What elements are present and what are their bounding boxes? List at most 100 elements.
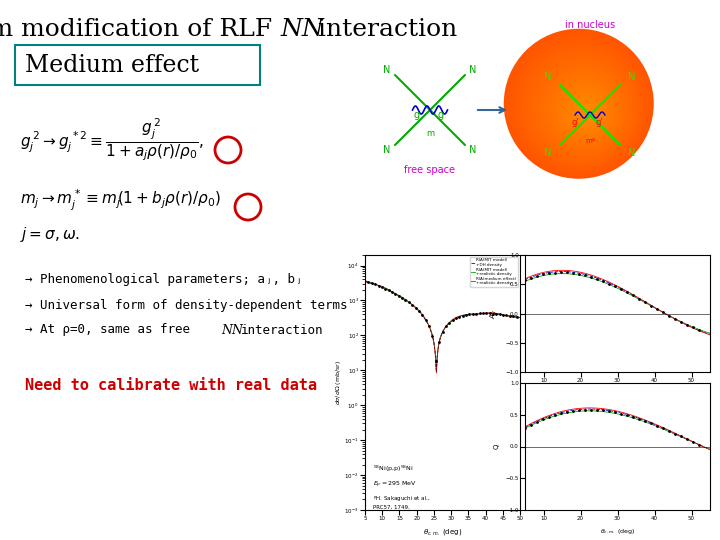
Circle shape (536, 62, 629, 154)
RIA(medium effect)
+realistic density (459, 312, 467, 319)
Text: N: N (629, 148, 636, 158)
Circle shape (552, 76, 618, 144)
Bar (15, 45, 260, 85)
Text: → Phenomenological parameters; aⱼ, bⱼ: → Phenomenological parameters; aⱼ, bⱼ (25, 273, 302, 287)
RIA(MIT model)
+DH density (473, 310, 482, 317)
Text: NN: NN (221, 323, 243, 336)
Circle shape (560, 85, 612, 137)
Text: $^{58}$Ni(p,p)$^{58}$Ni: $^{58}$Ni(p,p)$^{58}$Ni (373, 464, 413, 475)
RIA(medium effect)
+realistic density (432, 370, 441, 376)
RIA(medium effect)
+realistic density (422, 318, 431, 324)
Circle shape (513, 38, 647, 172)
RIA(MIT model)
+realistic density (474, 310, 482, 317)
Text: N: N (383, 145, 391, 155)
Line: RIA(medium effect)
+realistic density: RIA(medium effect) +realistic density (365, 282, 520, 373)
Circle shape (534, 58, 631, 157)
RIA(MIT model)
+realistic density (361, 278, 369, 284)
Text: interaction: interaction (310, 18, 457, 42)
Circle shape (539, 64, 627, 152)
Circle shape (575, 100, 601, 126)
Line: RIA(MIT model)
+realistic density: RIA(MIT model) +realistic density (365, 281, 520, 372)
Circle shape (525, 50, 639, 164)
Text: interaction: interaction (241, 323, 323, 336)
RIA(MIT model)
+DH density (459, 312, 467, 319)
RIA(MIT model)
+realistic density (516, 314, 524, 321)
Legend: RIA(MIT model)
+DH density, RIA(MIT model)
+realistic density, RIA(medium effect: RIA(MIT model) +DH density, RIA(MIT mode… (469, 257, 518, 287)
Text: N: N (469, 65, 477, 75)
Circle shape (545, 70, 623, 148)
Text: g: g (438, 110, 444, 120)
RIA(MIT model)
+DH density (422, 318, 431, 325)
Circle shape (570, 94, 606, 130)
RIA(medium effect)
+realistic density (473, 311, 482, 318)
RIA(medium effect)
+realistic density (361, 279, 369, 285)
Circle shape (572, 97, 603, 128)
RIA(MIT model)
+DH density (474, 310, 482, 317)
RIA(MIT model)
+realistic density (379, 285, 388, 292)
RIA(medium effect)
+realistic density (411, 304, 420, 310)
Circle shape (557, 82, 614, 139)
X-axis label: $\theta_{c.m.}$ (deg): $\theta_{c.m.}$ (deg) (600, 389, 635, 398)
Text: in nucleus: in nucleus (565, 20, 615, 30)
RIA(MIT model)
+realistic density (459, 312, 467, 319)
Text: $E_p=295$ MeV: $E_p=295$ MeV (373, 480, 417, 490)
Text: → At ρ=0, same as free: → At ρ=0, same as free (25, 323, 197, 336)
Circle shape (587, 112, 592, 117)
Text: N: N (469, 145, 477, 155)
Circle shape (531, 56, 634, 159)
Text: → Universal form of density-dependent terms: → Universal form of density-dependent te… (25, 299, 348, 312)
Y-axis label: $A_y$: $A_y$ (488, 308, 500, 319)
Circle shape (581, 106, 597, 122)
Text: Medium effect: Medium effect (25, 53, 199, 77)
RIA(medium effect)
+realistic density (474, 311, 482, 318)
RIA(MIT model)
+DH density (361, 278, 369, 285)
X-axis label: $\theta_{c.m.}$ (deg): $\theta_{c.m.}$ (deg) (600, 527, 635, 536)
Circle shape (516, 40, 645, 170)
RIA(MIT model)
+realistic density (473, 310, 482, 317)
RIA(MIT model)
+realistic density (422, 318, 431, 324)
Circle shape (504, 29, 654, 179)
Text: g': g' (596, 118, 603, 127)
Circle shape (528, 52, 636, 161)
Circle shape (542, 68, 625, 150)
RIA(MIT model)
+realistic density (432, 369, 441, 375)
Text: NN: NN (280, 18, 324, 42)
Text: N: N (383, 65, 391, 75)
Text: free space: free space (405, 165, 456, 175)
Circle shape (578, 103, 599, 124)
Circle shape (510, 35, 649, 174)
RIA(MIT model)
+DH density (379, 284, 388, 291)
Y-axis label: $d\sigma/d\Omega$ (mb/sr): $d\sigma/d\Omega$ (mb/sr) (334, 360, 343, 405)
RIA(medium effect)
+realistic density (516, 314, 524, 321)
Circle shape (521, 46, 641, 166)
RIA(MIT model)
+DH density (411, 305, 420, 311)
Text: $j = \sigma, \omega.$: $j = \sigma, \omega.$ (20, 226, 80, 245)
Text: g: g (414, 110, 420, 120)
Circle shape (566, 91, 608, 133)
Text: N: N (544, 72, 552, 82)
Circle shape (563, 88, 610, 135)
RIA(medium effect)
+realistic density (379, 284, 388, 291)
Text: Need to calibrate with real data: Need to calibrate with real data (25, 377, 317, 393)
Text: m*: m* (585, 138, 595, 144)
RIA(MIT model)
+realistic density (411, 305, 420, 312)
Text: $m_j \rightarrow m_j^* \equiv m_j\!\left(1+b_j\rho(r)/\rho_0\right)$: $m_j \rightarrow m_j^* \equiv m_j\!\left… (20, 187, 221, 213)
Text: m: m (426, 129, 434, 138)
RIA(MIT model)
+DH density (432, 368, 441, 375)
Circle shape (584, 109, 595, 119)
Text: $^{\rm p}$H. Sakaguchi et al.,: $^{\rm p}$H. Sakaguchi et al., (373, 495, 431, 504)
Y-axis label: Q: Q (494, 444, 500, 449)
Circle shape (549, 73, 621, 146)
Text: g': g' (572, 118, 580, 127)
Circle shape (554, 79, 616, 141)
Text: $g_j^{\,2} \rightarrow g_j^{\,*2} \equiv \dfrac{g_j^{\,2}}{1+a_j\rho(r)/\rho_0},: $g_j^{\,2} \rightarrow g_j^{\,*2} \equiv… (20, 117, 204, 163)
Circle shape (507, 32, 652, 177)
Text: PRC57, 1749.: PRC57, 1749. (373, 505, 410, 510)
Text: N: N (629, 72, 636, 82)
Text: N: N (544, 148, 552, 158)
Text: Medium modification of RLF: Medium modification of RLF (0, 18, 280, 42)
RIA(MIT model)
+DH density (516, 314, 524, 321)
X-axis label: $\theta_{c.m.}$ (deg): $\theta_{c.m.}$ (deg) (423, 527, 462, 537)
Line: RIA(MIT model)
+DH density: RIA(MIT model) +DH density (365, 281, 520, 372)
Circle shape (518, 44, 643, 168)
